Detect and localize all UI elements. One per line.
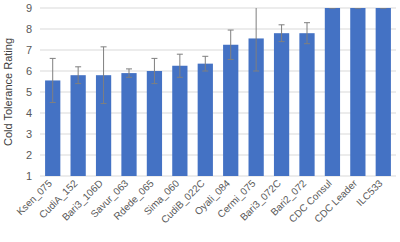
bar [223, 45, 238, 176]
error-bar-cap [75, 66, 81, 67]
grid-line [40, 50, 396, 51]
error-bar-stem [256, 8, 257, 71]
error-bar-cap [151, 83, 157, 84]
error-bar [101, 47, 107, 104]
y-tick-label: 9 [26, 2, 32, 14]
error-bar-cap [329, 8, 335, 9]
y-tick-label: 4 [26, 107, 32, 119]
error-bar [279, 25, 285, 42]
error-bar-cap [304, 22, 310, 23]
x-tick-label: CDC Leader [312, 177, 360, 225]
y-tick-label: 2 [26, 149, 32, 161]
error-bar [380, 8, 386, 9]
grid-line [40, 176, 396, 177]
error-bar-cap [101, 103, 107, 104]
error-bar-cap [253, 71, 259, 72]
error-bar-cap [279, 24, 285, 25]
y-tick-label: 1 [26, 170, 32, 182]
error-bar-stem [205, 56, 206, 71]
y-tick-label: 6 [26, 65, 32, 77]
grid-line [40, 8, 396, 9]
error-bar-stem [230, 30, 231, 59]
error-bar [177, 54, 183, 77]
y-axis-title: Cold Tolerance Rating [2, 38, 14, 146]
bar [198, 64, 213, 176]
error-bar-cap [126, 77, 132, 78]
grid-line [40, 155, 396, 156]
error-bar-stem [78, 67, 79, 84]
bar [274, 33, 289, 176]
error-bar-cap [126, 68, 132, 69]
error-bar-cap [329, 8, 335, 9]
error-bar [253, 8, 259, 71]
bar [376, 8, 391, 176]
error-bar-cap [50, 58, 56, 59]
bar [350, 8, 365, 176]
error-bar [355, 8, 361, 9]
bar [121, 73, 136, 176]
error-bar [329, 8, 335, 9]
error-bar [202, 56, 208, 71]
error-bar-cap [355, 8, 361, 9]
error-bar [50, 58, 56, 102]
grid-line [40, 113, 396, 114]
error-bar-stem [52, 58, 53, 102]
error-bar-cap [202, 56, 208, 57]
bar [299, 33, 314, 176]
plot-marks [45, 8, 391, 176]
error-bar-cap [50, 102, 56, 103]
error-bar-stem [129, 69, 130, 77]
error-bar-stem [281, 25, 282, 42]
grid-line [40, 134, 396, 135]
y-tick-label: 7 [26, 44, 32, 56]
bar [147, 71, 162, 176]
error-bar-cap [228, 30, 234, 31]
grid-line [40, 92, 396, 93]
chart-container: 123456789Ksen_075CudiA_152Bari3_106DSavu… [0, 0, 400, 242]
bar [325, 8, 340, 176]
error-bar-cap [380, 8, 386, 9]
grid-line [40, 29, 396, 30]
error-bar-cap [75, 83, 81, 84]
error-bar-cap [355, 8, 361, 9]
error-bar-cap [228, 59, 234, 60]
grid-line [40, 71, 396, 72]
error-bar [151, 58, 157, 83]
error-bar-cap [151, 58, 157, 59]
error-bar-cap [177, 54, 183, 55]
y-tick-label: 5 [26, 86, 32, 98]
error-bar-cap [279, 41, 285, 42]
bar [71, 75, 86, 176]
y-tick-label: 8 [26, 23, 32, 35]
y-tick-label: 3 [26, 128, 32, 140]
error-bar-cap [202, 71, 208, 72]
x-tick-label: ILC533 [354, 177, 385, 208]
error-bar-cap [177, 77, 183, 78]
error-bar [228, 30, 234, 59]
error-bar-cap [380, 8, 386, 9]
error-bar [75, 67, 81, 84]
error-bar-stem [103, 47, 104, 104]
error-bar [304, 23, 310, 44]
error-bar-stem [154, 58, 155, 83]
error-bar-cap [101, 46, 107, 47]
error-bar-stem [179, 54, 180, 77]
chart-svg: 123456789Ksen_075CudiA_152Bari3_106DSavu… [0, 0, 400, 242]
bar [172, 66, 187, 176]
error-bar [126, 69, 132, 77]
error-bar-cap [304, 43, 310, 44]
error-bar-stem [307, 23, 308, 44]
